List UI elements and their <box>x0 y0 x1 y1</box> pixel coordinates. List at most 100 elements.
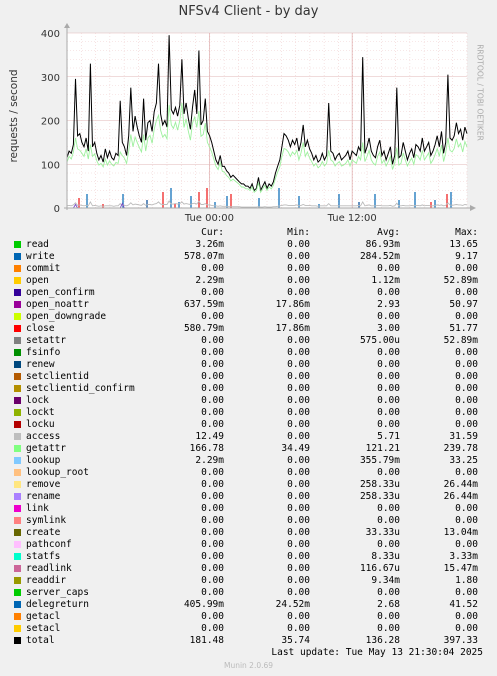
legend-max: 9.17 <box>455 251 478 262</box>
legend-min: 0.00 <box>287 551 310 562</box>
legend-min: 0.00 <box>287 287 310 298</box>
legend-row-lockt: lockt 0.00 0.00 0.00 0.00 <box>0 407 497 419</box>
legend-row-lookup: lookup 2.29m 0.00 355.79m 33.25 <box>0 455 497 467</box>
legend-swatch <box>14 289 21 296</box>
last-update: Last update: Tue May 13 21:30:04 2025 <box>271 647 483 658</box>
legend-swatch <box>14 493 21 500</box>
legend-swatch <box>14 481 21 488</box>
axes <box>64 23 476 211</box>
legend-swatch <box>14 241 21 248</box>
legend-cur: 0.00 <box>201 575 224 586</box>
legend-min: 0.00 <box>287 347 310 358</box>
legend-max: 1.80 <box>455 575 478 586</box>
legend-max: 0.00 <box>455 263 478 274</box>
legend-label: setacl <box>26 623 61 634</box>
legend-avg: 2.93 <box>377 299 400 310</box>
legend-label: pathconf <box>26 539 72 550</box>
legend-max: 397.33 <box>443 635 478 646</box>
legend-cur: 0.00 <box>201 503 224 514</box>
legend-avg: 0.00 <box>377 263 400 274</box>
legend-min: 17.86m <box>275 323 310 334</box>
legend-max: 0.00 <box>455 359 478 370</box>
legend-avg: 0.00 <box>377 503 400 514</box>
legend-min: 0.00 <box>287 431 310 442</box>
x-axis-arrow <box>470 205 476 211</box>
legend-max: 52.89m <box>443 275 478 286</box>
legend-swatch <box>14 349 21 356</box>
legend-min: 0.00 <box>287 419 310 430</box>
legend-cur: 637.59m <box>183 299 224 310</box>
legend-cur: 0.00 <box>201 263 224 274</box>
legend-avg: 8.33u <box>371 551 400 562</box>
legend-cur: 0.00 <box>201 551 224 562</box>
legend-row-lookup_root: lookup_root 0.00 0.00 0.00 0.00 <box>0 467 497 479</box>
legend-cur: 181.48 <box>189 635 224 646</box>
legend-label: link <box>26 503 49 514</box>
legend-max: 0.00 <box>455 587 478 598</box>
legend-cur: 0.00 <box>201 527 224 538</box>
legend-avg: 9.34m <box>371 575 400 586</box>
legend-max: 41.52 <box>449 599 478 610</box>
legend-label: read <box>26 239 49 250</box>
legend-label: delegreturn <box>26 599 89 610</box>
legend-cur: 0.00 <box>201 515 224 526</box>
legend-avg: 1.12m <box>371 275 400 286</box>
legend-avg: 0.00 <box>377 407 400 418</box>
legend-label: getattr <box>26 443 67 454</box>
legend-swatch <box>14 337 21 344</box>
legend-label: open <box>26 275 49 286</box>
legend-min: 0.00 <box>287 335 310 346</box>
legend-cur: 0.00 <box>201 467 224 478</box>
legend-row-statfs: statfs 0.00 0.00 8.33u 3.33m <box>0 551 497 563</box>
legend-max: 26.44m <box>443 491 478 502</box>
legend-label: server_caps <box>26 587 89 598</box>
legend-max: 0.00 <box>455 371 478 382</box>
legend-swatch <box>14 625 21 632</box>
series-line-access <box>66 200 468 208</box>
header-cur: Cur: <box>201 227 224 238</box>
chart-area: 0 100 200 300 400 Tue 00:00 Tue 12:00 <box>41 23 476 224</box>
legend-label: setclientid_confirm <box>26 383 135 394</box>
legend-label: setattr <box>26 335 67 346</box>
legend-max: 0.00 <box>455 515 478 526</box>
y-tick-label: 200 <box>41 117 60 128</box>
legend-max: 0.00 <box>455 503 478 514</box>
legend-row-remove: remove 0.00 0.00 258.33u 26.44m <box>0 479 497 491</box>
legend-row-commit: commit 0.00 0.00 0.00 0.00 <box>0 263 497 275</box>
legend-avg: 0.00 <box>377 371 400 382</box>
legend-swatch <box>14 277 21 284</box>
legend-avg: 0.00 <box>377 359 400 370</box>
legend-max: 0.00 <box>455 419 478 430</box>
legend-row-getattr: getattr 166.78 34.49 121.21 239.78 <box>0 443 497 455</box>
legend-label: lookup_root <box>26 467 89 478</box>
legend-avg: 0.00 <box>377 287 400 298</box>
legend-min: 0.00 <box>287 563 310 574</box>
legend-label: open_noattr <box>26 299 89 310</box>
legend-label: open_confirm <box>26 287 95 298</box>
legend-row-create: create 0.00 0.00 33.33u 13.04m <box>0 527 497 539</box>
legend-row-open_confirm: open_confirm 0.00 0.00 0.00 0.00 <box>0 287 497 299</box>
y-tick-label: 300 <box>41 73 60 84</box>
legend-swatch <box>14 373 21 380</box>
legend-row-open_downgrade: open_downgrade 0.00 0.00 0.00 0.00 <box>0 311 497 323</box>
legend-swatch <box>14 433 21 440</box>
y-tick-label: 100 <box>41 160 60 171</box>
legend-swatch <box>14 517 21 524</box>
legend-cur: 0.00 <box>201 407 224 418</box>
legend-label: open_downgrade <box>26 311 107 322</box>
legend-cur: 580.79m <box>183 323 224 334</box>
legend-avg: 0.00 <box>377 515 400 526</box>
legend-avg: 116.67u <box>359 563 400 574</box>
legend-swatch <box>14 553 21 560</box>
legend-avg: 575.00u <box>359 335 400 346</box>
legend-cur: 2.29m <box>195 455 224 466</box>
legend-cur: 0.00 <box>201 587 224 598</box>
legend-swatch <box>14 565 21 572</box>
legend-max: 0.00 <box>455 467 478 478</box>
legend-label: readdir <box>26 575 67 586</box>
legend-min: 35.74 <box>281 635 310 646</box>
legend-label: rename <box>26 491 61 502</box>
legend-cur: 0.00 <box>201 383 224 394</box>
legend-min: 0.00 <box>287 527 310 538</box>
legend-cur: 2.29m <box>195 275 224 286</box>
